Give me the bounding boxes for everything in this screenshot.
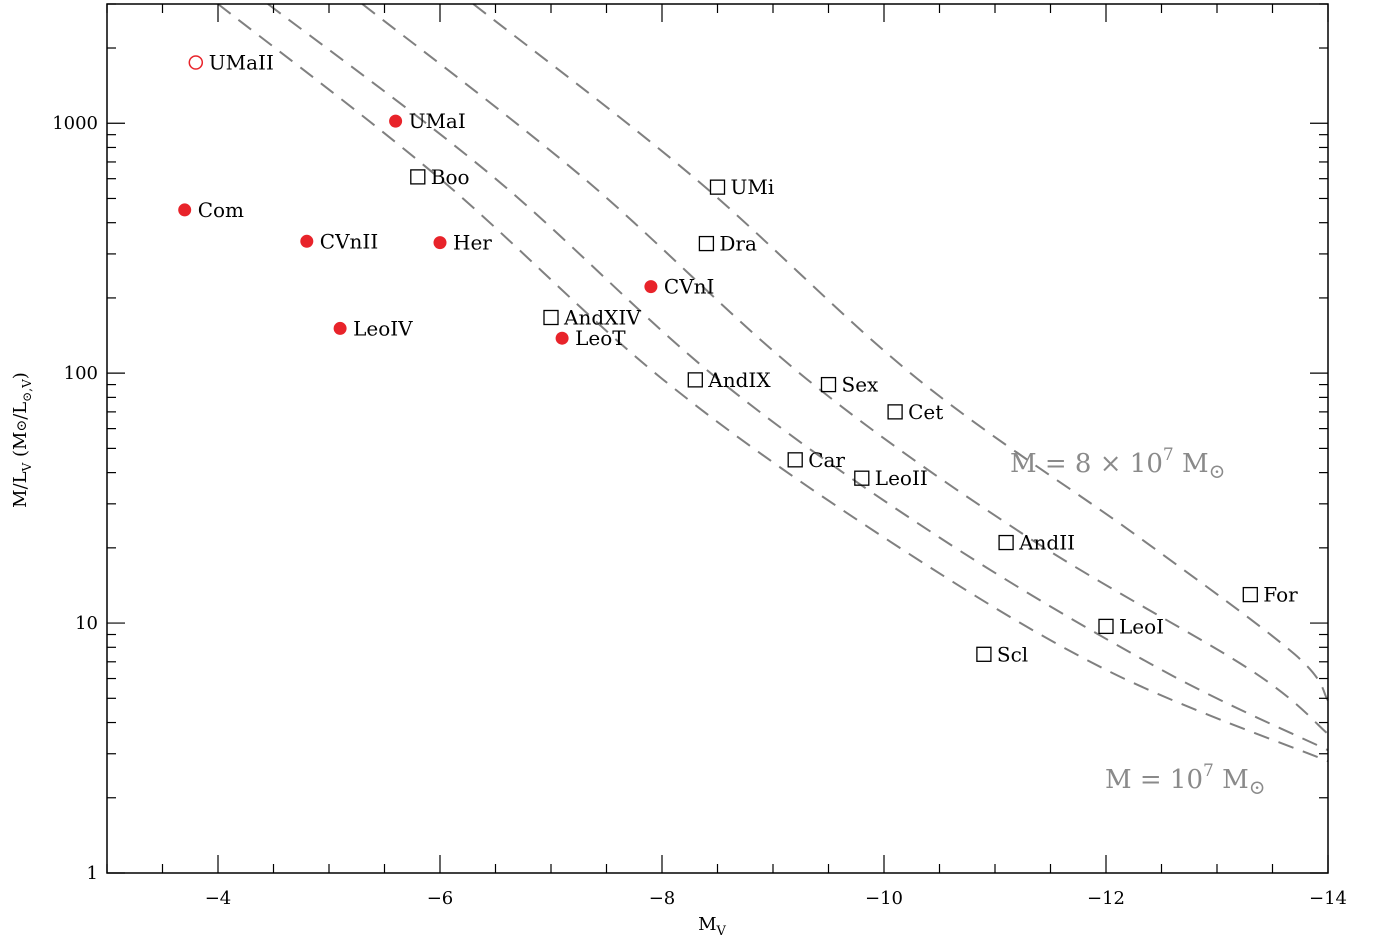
y-axis-title-part: ) <box>10 372 31 379</box>
point-marker <box>854 470 870 486</box>
point-label: Com <box>198 198 244 222</box>
y-axis-title: M/LV (M⊙/L⊙,V) <box>10 372 34 508</box>
point-marker <box>687 372 703 388</box>
point-label: Dra <box>719 232 757 256</box>
point-label: LeoIV <box>353 316 413 340</box>
curve-annotation-part: 7 <box>1203 761 1214 781</box>
mass-curve <box>361 3 1329 735</box>
point-label: Sex <box>842 373 880 397</box>
point-marker <box>178 203 192 217</box>
point-marker <box>543 309 559 326</box>
y-axis-title-part: M/L <box>10 471 31 507</box>
point-marker <box>787 452 803 468</box>
point-label: LeoII <box>875 466 928 490</box>
point-marker <box>1242 586 1258 603</box>
point-label: Car <box>808 448 845 472</box>
point-marker <box>433 236 447 250</box>
y-tick-label: 1 <box>87 863 98 884</box>
y-tick-label: 10 <box>75 613 98 634</box>
point-label: UMaII <box>209 51 274 75</box>
point-marker <box>1098 618 1114 635</box>
y-tick-label: 100 <box>64 363 98 384</box>
point-label: Boo <box>431 165 470 189</box>
point-marker <box>555 331 569 345</box>
point-label: Scl <box>997 642 1028 666</box>
x-tick-label: −10 <box>865 888 903 909</box>
point-marker <box>820 376 837 393</box>
point-label: AndIX <box>707 368 771 392</box>
y-axis-title-part: (M <box>10 432 31 463</box>
curve-annotation: M = 8 × 107 M⊙ <box>1010 445 1225 483</box>
point-marker <box>644 280 658 294</box>
curve-annotations: M = 8 × 107 M⊙M = 107 M⊙ <box>1010 445 1266 799</box>
x-tick-label: −8 <box>649 888 676 909</box>
point-marker <box>389 114 403 128</box>
point-marker <box>998 534 1014 551</box>
x-tick-label: −12 <box>1087 888 1125 909</box>
y-axis-title-part: ⊙,V <box>20 379 34 402</box>
point-label: AndII <box>1018 531 1075 555</box>
point-marker <box>887 404 903 420</box>
point-marker <box>333 321 347 335</box>
plot-frame <box>106 3 1329 874</box>
data-points: UMaI Com CVnII Her CVnI LeoIV LeoT UMaII Boo UMi D… <box>178 51 1298 666</box>
tick-labels: −4 −6 −8 −10 −12 −14 1 10 100 1000 <box>52 113 1347 909</box>
curve-annotation-part: ⊙ <box>1249 775 1266 799</box>
y-axis-title-part: /L <box>10 402 31 420</box>
mass-curve <box>267 3 1329 752</box>
point-marker <box>976 646 992 662</box>
mass-curve <box>217 3 1329 763</box>
point-label: LeoT <box>575 326 626 350</box>
point-marker <box>410 169 426 185</box>
y-axis-title-part: ⊙ <box>14 420 30 432</box>
curve-annotation: M = 107 M⊙ <box>1105 761 1266 799</box>
point-label: AndXIV <box>563 306 641 330</box>
point-marker <box>300 234 314 248</box>
y-tick-label: 1000 <box>52 113 98 134</box>
point-label: LeoI <box>1119 614 1164 638</box>
point-label: UMi <box>731 175 775 199</box>
point-marker <box>709 179 726 195</box>
mass-curve <box>472 3 1329 702</box>
curve-annotation-part: M <box>1174 449 1209 479</box>
x-tick-label: −6 <box>427 888 454 909</box>
point-label: CVnI <box>664 275 715 299</box>
point-label: Cet <box>908 400 943 424</box>
curve-annotation-part: 7 <box>1163 445 1174 465</box>
point-marker <box>188 55 204 70</box>
curve-annotation-part: ⊙ <box>1209 459 1226 483</box>
point-label: CVnII <box>320 229 378 253</box>
point-label: UMaI <box>409 109 466 133</box>
x-tick-label: −4 <box>205 888 232 909</box>
x-tick-label: −14 <box>1309 888 1347 909</box>
curve-annotation-part: M <box>1214 765 1249 795</box>
point-label: For <box>1263 583 1298 607</box>
y-axis-title-part: V <box>20 462 34 472</box>
axis-ticks <box>106 3 1329 874</box>
point-label: Her <box>453 231 492 255</box>
curve-annotation-part: M = 8 × 10 <box>1010 449 1163 479</box>
mass-curves <box>217 3 1329 763</box>
x-axis-title: MV <box>698 914 726 939</box>
curve-annotation-part: M = 10 <box>1105 765 1203 795</box>
point-marker <box>698 235 715 252</box>
